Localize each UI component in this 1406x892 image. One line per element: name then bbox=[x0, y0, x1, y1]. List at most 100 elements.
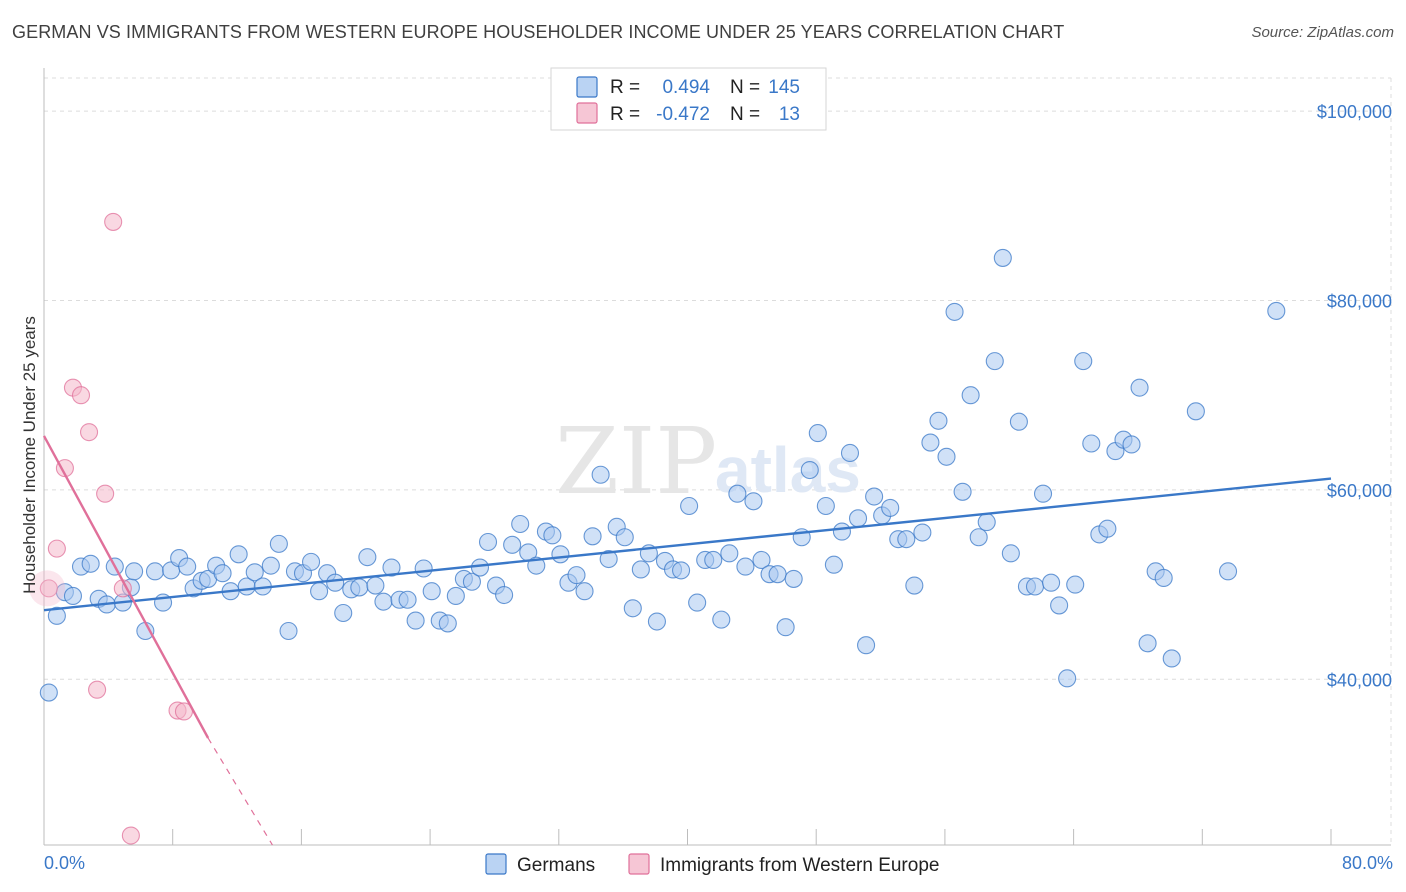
y-tick-label: $100,000 bbox=[1317, 102, 1392, 122]
trend-line-immigrants bbox=[42, 435, 210, 739]
point-germans bbox=[744, 492, 763, 511]
point-immigrants bbox=[88, 680, 107, 699]
point-germans bbox=[575, 582, 594, 601]
point-germans bbox=[145, 562, 165, 581]
point-germans bbox=[269, 534, 288, 553]
point-germans bbox=[897, 530, 916, 549]
legend-swatch-immigrants bbox=[576, 102, 598, 124]
point-germans bbox=[302, 552, 321, 571]
point-germans bbox=[680, 496, 699, 516]
point-germans bbox=[567, 566, 586, 585]
legend-r-label: R = bbox=[610, 77, 640, 98]
point-germans bbox=[1033, 484, 1053, 503]
point-immigrants bbox=[47, 539, 66, 558]
point-germans bbox=[310, 582, 329, 601]
legend-n-label: N = bbox=[730, 104, 760, 125]
point-germans bbox=[953, 482, 972, 501]
point-germans bbox=[776, 618, 795, 637]
point-germans bbox=[832, 522, 851, 541]
chart-title: GERMAN VS IMMIGRANTS FROM WESTERN EUROPE… bbox=[12, 22, 1065, 42]
point-germans bbox=[728, 484, 747, 503]
point-germans bbox=[334, 603, 353, 623]
point-germans bbox=[358, 548, 377, 567]
legend-r-value: 0.494 bbox=[662, 77, 710, 98]
point-germans bbox=[63, 586, 83, 606]
point-germans bbox=[1066, 575, 1085, 594]
point-immigrants bbox=[39, 579, 58, 598]
legend-n-label: N = bbox=[730, 77, 760, 98]
legend-n-value: 13 bbox=[779, 104, 800, 125]
trend-lines bbox=[42, 435, 1332, 846]
point-germans bbox=[350, 578, 369, 597]
source-note: Source: ZipAtlas.com bbox=[1251, 24, 1394, 41]
point-germans bbox=[47, 606, 66, 625]
point-germans bbox=[1058, 669, 1077, 688]
point-germans bbox=[1154, 568, 1173, 588]
point-germans bbox=[921, 433, 940, 452]
y-axis-label: Householder Income Under 25 years bbox=[20, 316, 39, 594]
point-germans bbox=[591, 465, 610, 484]
legend-swatch-germans bbox=[576, 76, 598, 98]
point-germans bbox=[125, 562, 144, 581]
point-germans bbox=[1186, 402, 1205, 421]
point-germans bbox=[961, 386, 980, 405]
point-germans bbox=[279, 621, 298, 641]
point-germans bbox=[905, 576, 924, 595]
point-germans bbox=[398, 590, 417, 609]
x-tick-label: 80.0% bbox=[1342, 853, 1393, 873]
data-points bbox=[29, 212, 1286, 845]
y-tick-labels: $40,000 $60,000 $80,000 $100,000 bbox=[1317, 102, 1392, 690]
point-germans bbox=[977, 513, 996, 532]
point-germans bbox=[366, 576, 385, 595]
point-germans bbox=[1267, 301, 1286, 320]
y-tick-label: $60,000 bbox=[1327, 481, 1392, 501]
y-tick-label: $80,000 bbox=[1327, 292, 1392, 312]
x-tick-labels: 0.0% 80.0% bbox=[44, 853, 1393, 873]
point-germans bbox=[599, 549, 618, 569]
point-germans bbox=[438, 614, 457, 633]
point-germans bbox=[808, 424, 827, 443]
point-germans bbox=[478, 532, 498, 552]
y-tick-label: $40,000 bbox=[1327, 670, 1392, 690]
point-germans bbox=[406, 611, 425, 630]
legend-label-germans: Germans bbox=[517, 855, 595, 876]
point-germans bbox=[929, 411, 948, 430]
point-germans bbox=[768, 565, 787, 584]
point-immigrants bbox=[96, 484, 115, 503]
point-germans bbox=[1074, 352, 1093, 371]
point-germans bbox=[865, 487, 884, 506]
point-germans bbox=[446, 586, 465, 606]
x-tick-label: 0.0% bbox=[44, 853, 85, 873]
trend-line-germans bbox=[43, 477, 1332, 612]
point-germans bbox=[631, 560, 650, 579]
point-germans bbox=[326, 573, 345, 592]
point-germans bbox=[848, 509, 868, 528]
point-germans bbox=[784, 569, 803, 588]
point-germans bbox=[945, 302, 964, 321]
point-germans bbox=[511, 514, 530, 534]
point-germans bbox=[937, 447, 956, 466]
point-germans bbox=[985, 352, 1004, 371]
point-immigrants bbox=[121, 826, 140, 845]
point-germans bbox=[39, 683, 58, 702]
point-germans bbox=[213, 564, 232, 583]
point-germans bbox=[647, 612, 666, 631]
point-germans bbox=[688, 593, 707, 612]
point-germans bbox=[1138, 634, 1157, 653]
point-germans bbox=[503, 535, 522, 554]
point-germans bbox=[382, 558, 401, 577]
point-immigrants bbox=[71, 386, 91, 405]
legend-n-value: 145 bbox=[768, 77, 800, 98]
point-germans bbox=[1009, 412, 1028, 431]
point-germans bbox=[752, 550, 771, 570]
point-immigrants bbox=[104, 212, 123, 231]
point-germans bbox=[1218, 562, 1238, 581]
point-germans bbox=[840, 443, 860, 463]
point-germans bbox=[422, 582, 441, 601]
axes bbox=[43, 68, 1391, 846]
point-germans bbox=[913, 523, 932, 542]
point-germans bbox=[704, 550, 723, 570]
point-germans bbox=[81, 554, 100, 573]
point-germans bbox=[1122, 435, 1141, 454]
